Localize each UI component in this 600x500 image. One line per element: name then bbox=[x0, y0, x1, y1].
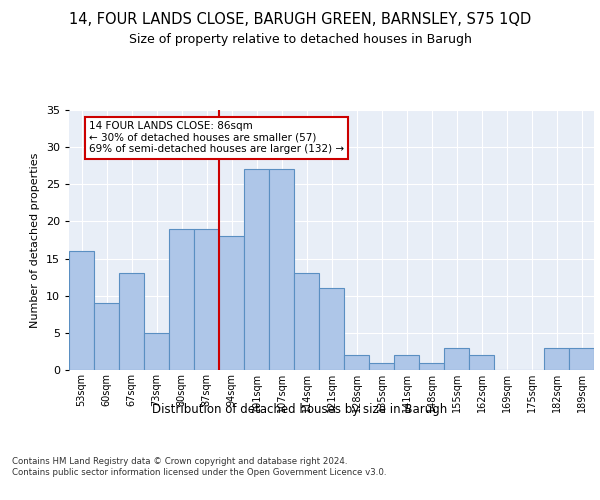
Bar bbox=[394, 355, 419, 370]
Bar bbox=[219, 236, 244, 370]
Bar bbox=[169, 229, 194, 370]
Bar bbox=[569, 348, 594, 370]
Bar bbox=[294, 274, 319, 370]
Bar bbox=[144, 333, 169, 370]
Text: 14 FOUR LANDS CLOSE: 86sqm
← 30% of detached houses are smaller (57)
69% of semi: 14 FOUR LANDS CLOSE: 86sqm ← 30% of deta… bbox=[89, 121, 344, 154]
Bar bbox=[244, 170, 269, 370]
Bar bbox=[344, 355, 369, 370]
Text: Distribution of detached houses by size in Barugh: Distribution of detached houses by size … bbox=[152, 402, 448, 415]
Bar bbox=[94, 303, 119, 370]
Bar bbox=[194, 229, 219, 370]
Text: Contains HM Land Registry data © Crown copyright and database right 2024.
Contai: Contains HM Land Registry data © Crown c… bbox=[12, 458, 386, 477]
Bar bbox=[369, 362, 394, 370]
Bar bbox=[269, 170, 294, 370]
Y-axis label: Number of detached properties: Number of detached properties bbox=[30, 152, 40, 328]
Bar bbox=[419, 362, 444, 370]
Text: 14, FOUR LANDS CLOSE, BARUGH GREEN, BARNSLEY, S75 1QD: 14, FOUR LANDS CLOSE, BARUGH GREEN, BARN… bbox=[69, 12, 531, 28]
Bar bbox=[544, 348, 569, 370]
Text: Size of property relative to detached houses in Barugh: Size of property relative to detached ho… bbox=[128, 32, 472, 46]
Bar bbox=[444, 348, 469, 370]
Bar bbox=[469, 355, 494, 370]
Bar bbox=[119, 274, 144, 370]
Bar bbox=[319, 288, 344, 370]
Bar bbox=[69, 251, 94, 370]
